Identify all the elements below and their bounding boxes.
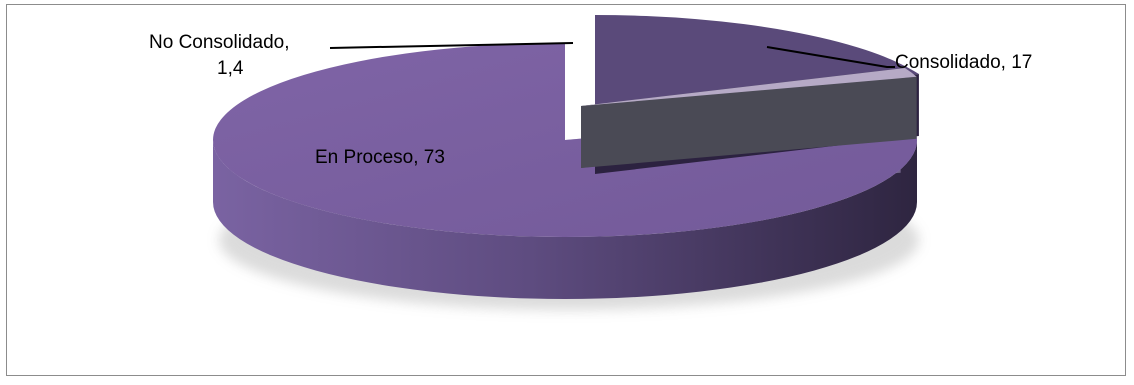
pie-slice-no-consolidado <box>581 68 917 106</box>
data-label-no-consolidado-line2: 1,4 <box>217 58 244 79</box>
data-label-consolidado: Consolidado, 17 <box>895 52 1032 73</box>
pie-chart: Consolidado, 17 No Consolidado, 1,4 En P… <box>149 15 1032 310</box>
pie-slice-consolidado <box>595 15 919 112</box>
leader-line-consolidado <box>766 46 895 68</box>
pie-slice-group-no-consolidado <box>581 68 917 168</box>
pie-slice-side-en-proceso <box>213 140 917 299</box>
leader-line-no-consolidado <box>329 42 574 49</box>
pie-slice-face-no-consolidado-1 <box>581 76 917 168</box>
data-label-en-proceso: En Proceso, 73 <box>315 147 445 168</box>
chart-area: Consolidado, 17 No Consolidado, 1,4 En P… <box>6 4 1126 376</box>
pie-slice-en-proceso <box>212 43 917 238</box>
data-label-no-consolidado-line1: No Consolidado, <box>149 32 289 53</box>
